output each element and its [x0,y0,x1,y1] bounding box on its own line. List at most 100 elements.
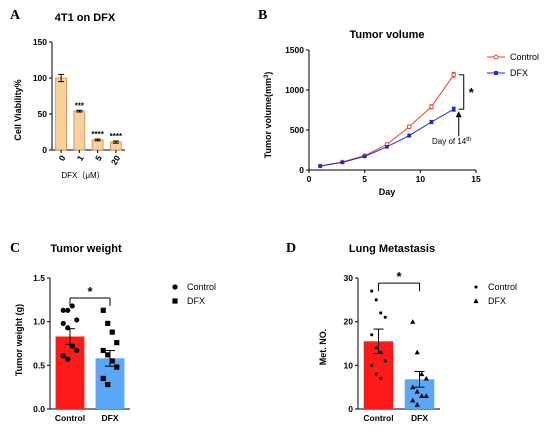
chart-a-xtick-label: 20 [109,153,123,166]
chart-d-data-point [410,397,416,403]
panel-letter-a: A [10,8,21,23]
chart-b-point-control [406,124,412,130]
chart-b-point-dfx [407,133,411,138]
chart-d-significance: * [396,269,402,284]
chart-d-legend-label-control: Control [488,282,517,292]
chart-b-point-dfx [362,154,367,159]
chart-c-legend-marker-dfx [172,298,178,304]
chart-c-title: Tumor weight [50,243,122,255]
chart-c-data-point [105,381,111,388]
chart-c-data-point [69,303,75,309]
chart-a-significance: *** [75,101,85,110]
chart-b-ylabel-main: Tumor volume(mm [263,78,273,158]
chart-b-significance: * [469,85,475,100]
chart-c-legend-label-dfx: DFX [187,296,205,306]
chart-c-legend-marker-control [172,284,178,290]
chart-d-data-point [379,311,383,315]
chart-c-data-point [69,343,75,349]
chart-d-ytick-label: 10 [344,360,354,370]
chart-b-point-control [451,72,457,78]
tumor-weight-chart: Tumor weight Tumor weight (g) 0.0 0.5 1.0 1… [14,243,216,423]
chart-c-data-point [114,340,120,346]
chart-b-title: Tumor volume [350,29,425,41]
chart-c-ytick-label: 1.0 [33,317,45,327]
chart-b-xtick-label: 15 [471,174,481,184]
chart-d-data-point [419,371,425,377]
chart-c-data-point [60,353,66,359]
chart-b-xtick-label: 10 [416,174,426,184]
chart-b-ytick-label: 0 [299,165,304,175]
chart-b-annotation-arrowhead [455,111,462,118]
chart-a-ytick-label: 150 [33,37,47,47]
chart-b-ytick-label: 1500 [285,45,304,55]
chart-b-point-dfx [340,160,345,165]
chart-d-ytick-label: 30 [344,273,354,283]
chart-c-xtick-label: Control [55,413,85,423]
chart-a-bar [55,77,68,151]
chart-d-xtick-label: DFX [411,413,428,423]
chart-d-legend-marker-control [474,285,478,289]
chart-b-point-dfx [385,145,389,149]
chart-a-xtick-label: 5 [93,153,104,162]
legend-dfx-label: DFX [510,68,528,78]
chart-c-data-point [74,347,80,354]
panel-letter-d: D [286,241,296,256]
chart-d-ytick-label: 20 [344,317,354,327]
chart-c-ytick-label: 0.0 [33,404,45,414]
chart-d-data-point [423,393,429,398]
chart-b-annotation: Day of 14th [432,137,471,146]
chart-c-significance: * [87,284,93,299]
chart-a-bar [91,139,104,151]
chart-b-xlabel: Day [379,187,396,197]
chart-b-ytick-label: 500 [290,125,304,135]
chart-c-bar-control [55,336,85,409]
chart-d-data-point [374,298,378,302]
chart-a-bar [73,110,86,151]
chart-b-xtick-label: 5 [362,174,367,184]
chart-b-point-dfx [318,164,322,168]
chart-d-title: Lung Metastasis [349,243,435,255]
chart-c-data-point [74,317,80,323]
chart-b-point-dfx [451,107,456,111]
chart-c-ylabel: Tumor weight (g) [14,304,24,376]
chart-a-ylabel: Cell Viability% [13,79,23,140]
chart-d-data-point [374,346,378,350]
chart-d-data-point [410,319,416,324]
chart-c-data-point [60,320,66,327]
legend-control-label: Control [510,52,539,62]
chart-d-data-point [419,393,425,398]
chart-b-xtick-label: 0 [307,174,312,184]
chart-c-ytick-label: 0.5 [33,360,45,370]
chart-c-data-point [60,307,66,313]
chart-c-data-point [65,325,71,331]
chart-b-point-dfx [429,120,434,124]
chart-a-ytick-label: 50 [38,109,48,119]
chart-c-data-point [100,347,106,354]
chart-d-data-point [414,402,420,407]
chart-b-ytick-label: 1000 [285,85,304,95]
chart-d-legend-label-dfx: DFX [488,296,506,306]
chart-c-xtick-label: DFX [102,413,119,423]
chart-d-data-point [423,375,429,381]
chart-a-significance: **** [110,132,123,141]
chart-d-data-point [383,359,387,363]
chart-d-data-point [370,333,374,337]
chart-a-significance: **** [91,130,104,139]
chart-c-data-point [109,329,115,335]
chart-b-annotation-main: Day of 14 [432,137,467,146]
chart-a-ytick-label: 100 [33,73,47,83]
chart-a-title: 4T1 on DFX [55,12,116,24]
chart-d-ylabel: Met. NO. [318,329,328,366]
chart-d-ytick-label: 0 [348,404,353,414]
legend-dfx-marker [494,71,498,75]
chart-d-data-point [383,315,387,319]
chart-c-data-point [114,364,120,370]
chart-b-annotation-sup: th [466,137,471,143]
chart-c-data-point [105,352,111,358]
chart-d-data-point [379,376,383,380]
chart-d-data-point [414,388,420,394]
chart-d-data-point [374,372,378,376]
chart-d-data-point [379,350,383,354]
cell-viability-chart: 4T1 on DFX Cell Viability% DFX（μM） 05010… [13,12,125,180]
